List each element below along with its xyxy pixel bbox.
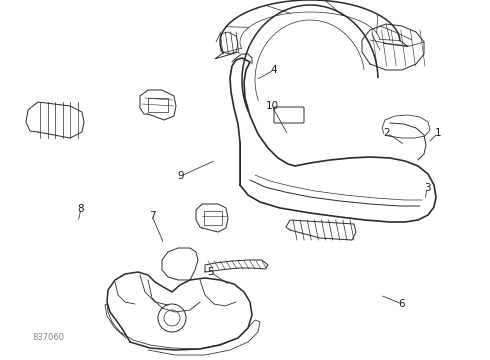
Bar (204, 211, 222, 225)
Text: 3: 3 (424, 183, 430, 193)
Text: 5: 5 (207, 267, 213, 277)
Text: 6: 6 (399, 299, 405, 309)
Text: 837060: 837060 (32, 333, 64, 342)
Bar (148, 98, 168, 112)
Text: 1: 1 (435, 128, 441, 138)
Text: 10: 10 (266, 101, 278, 111)
Text: 8: 8 (78, 204, 84, 214)
Text: 2: 2 (384, 128, 391, 138)
Text: 4: 4 (270, 65, 277, 75)
Text: 7: 7 (148, 211, 155, 221)
Text: 9: 9 (178, 171, 184, 181)
